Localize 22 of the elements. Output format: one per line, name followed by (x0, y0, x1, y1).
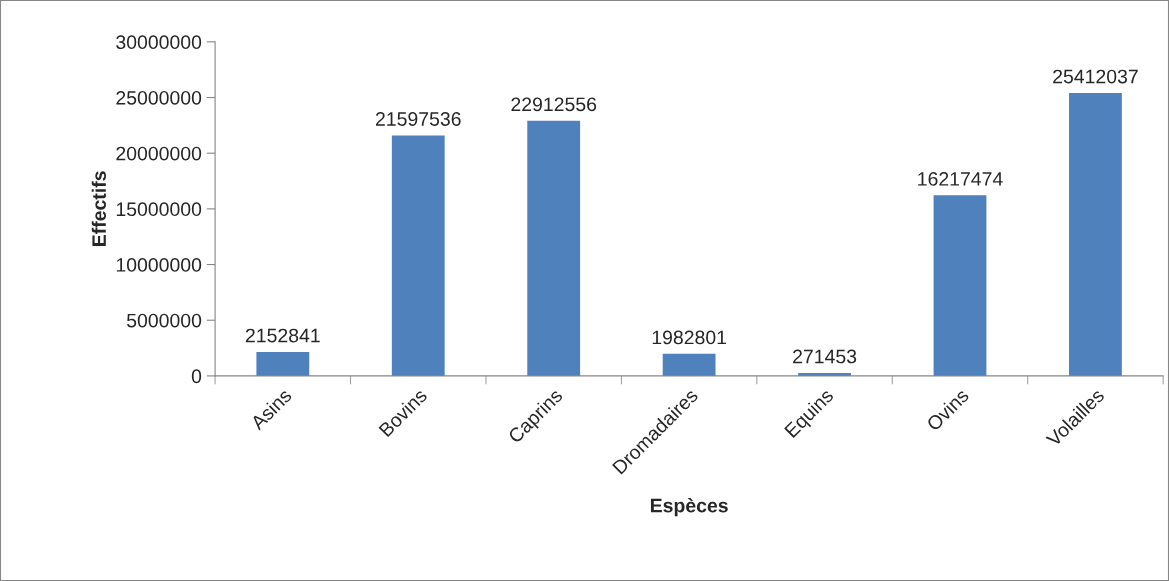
y-tick-label: 25000000 (116, 90, 202, 105)
data-label: 2152841 (245, 328, 320, 343)
y-tick-label: 5000000 (126, 313, 202, 328)
x-axis-title: Espèces (650, 497, 728, 517)
bar (662, 353, 716, 376)
y-tick-label: 30000000 (116, 35, 202, 50)
y-tick-label: 0 (191, 369, 202, 384)
data-label: 21597536 (375, 112, 461, 126)
y-tick-label: 10000000 (116, 258, 202, 272)
bar (933, 195, 987, 376)
bar (256, 351, 310, 376)
data-label: 271453 (793, 349, 857, 364)
data-label: 16217474 (918, 172, 1003, 186)
data-label: 25412037 (1053, 69, 1138, 84)
y-tick-label: 15000000 (116, 202, 202, 217)
data-label: 22912556 (511, 97, 597, 112)
y-tick-label: 20000000 (116, 146, 202, 161)
y-axis-title: Effectifs (91, 171, 106, 246)
bar (527, 120, 581, 376)
bar (391, 135, 445, 376)
data-label: 1982801 (652, 330, 727, 345)
bar (1069, 92, 1122, 376)
